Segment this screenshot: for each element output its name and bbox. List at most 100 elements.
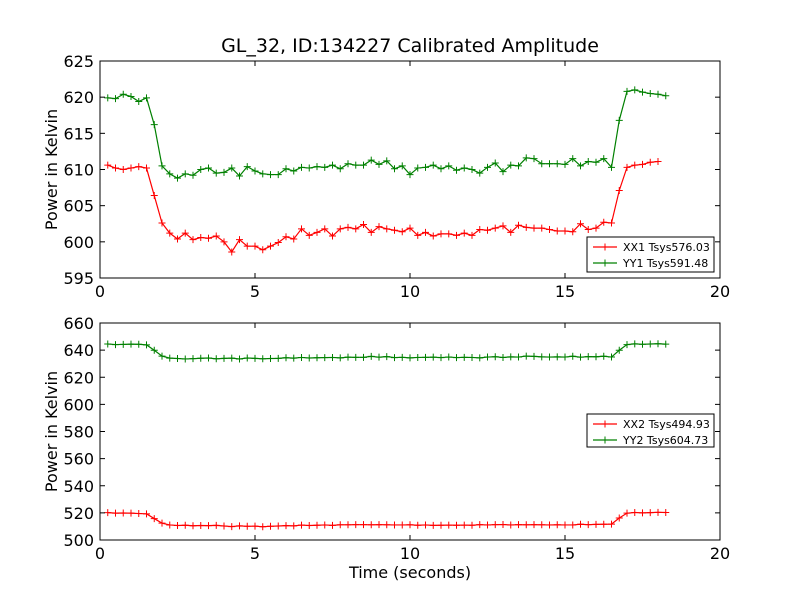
data-point-marker <box>375 160 383 168</box>
y-tick-label: 660 <box>63 314 94 333</box>
data-point-marker <box>360 521 367 529</box>
data-point-marker <box>298 225 305 233</box>
data-point-marker <box>305 231 313 239</box>
data-point-marker <box>259 170 267 178</box>
data-point-marker <box>150 192 158 200</box>
data-point-marker <box>104 161 112 169</box>
data-point-marker <box>367 521 375 529</box>
data-point-marker <box>553 227 561 235</box>
data-point-marker <box>406 354 414 362</box>
data-point-marker <box>437 521 445 529</box>
data-point-marker <box>282 522 290 530</box>
chart-panel-top: 0 5 10 15 20 595 600 605 610 615 620 625 Power in Ke… <box>42 52 730 301</box>
data-point-marker <box>491 353 499 361</box>
data-point-marker <box>305 354 313 362</box>
data-point-marker <box>243 522 251 530</box>
data-point-marker <box>608 520 615 528</box>
data-point-marker <box>615 346 623 354</box>
data-point-marker <box>445 353 453 361</box>
data-point-marker <box>453 521 460 529</box>
data-point-marker <box>243 354 251 362</box>
y-tick-label: 600 <box>63 395 94 414</box>
x-tick-label: 0 <box>95 544 105 563</box>
data-point-marker <box>631 86 639 94</box>
data-point-marker <box>112 95 119 103</box>
x-axis-label: Time (seconds) <box>348 563 471 582</box>
data-point-marker <box>546 226 553 234</box>
data-point-marker <box>220 238 228 246</box>
data-point-marker <box>290 354 298 362</box>
data-point-marker <box>251 522 259 530</box>
data-point-marker <box>112 164 119 172</box>
data-point-marker <box>360 161 367 169</box>
data-point-marker <box>236 172 243 180</box>
data-point-marker <box>561 353 569 361</box>
data-point-marker <box>484 353 491 361</box>
data-point-marker <box>662 340 670 348</box>
y-tick-label: 500 <box>63 531 94 550</box>
data-point-marker <box>205 354 212 362</box>
data-point-marker <box>453 166 460 174</box>
data-point-marker <box>228 354 236 362</box>
data-point-marker <box>592 520 600 528</box>
data-point-marker <box>383 521 391 529</box>
data-point-marker <box>592 158 600 166</box>
data-point-marker <box>243 242 251 250</box>
data-point-marker <box>104 340 112 348</box>
data-point-marker <box>530 521 538 529</box>
data-point-marker <box>259 246 267 254</box>
y-axis-label: Power in Kelvin <box>42 371 61 492</box>
data-point-marker <box>507 228 515 236</box>
data-point-marker <box>569 352 577 360</box>
data-point-marker <box>538 224 546 232</box>
x-tick-label: 20 <box>710 282 730 301</box>
data-point-marker <box>251 167 259 175</box>
data-point-marker <box>639 160 646 168</box>
data-point-marker <box>507 353 515 361</box>
data-point-marker <box>515 353 522 361</box>
data-point-marker <box>615 514 623 522</box>
data-point-marker <box>259 523 267 531</box>
data-point-marker <box>453 354 460 362</box>
data-point-marker <box>197 521 205 529</box>
data-point-marker <box>344 223 352 231</box>
data-point-marker <box>422 353 429 361</box>
data-point-marker <box>577 220 584 228</box>
data-point-marker <box>406 521 414 529</box>
data-point-marker <box>491 159 499 167</box>
data-point-marker <box>422 521 429 529</box>
data-point-marker <box>631 508 639 516</box>
y-tick-label: 620 <box>63 88 94 107</box>
data-point-marker <box>197 233 205 241</box>
data-point-marker <box>654 508 662 516</box>
x-tick-label: 5 <box>250 544 260 563</box>
data-point-marker <box>267 355 274 363</box>
data-point-marker <box>577 162 584 170</box>
data-point-marker <box>166 521 174 529</box>
data-point-marker <box>546 353 553 361</box>
data-point-marker <box>119 509 127 517</box>
data-point-marker <box>205 234 212 242</box>
data-point-marker <box>646 340 654 348</box>
data-point-marker <box>414 231 422 239</box>
data-point-marker <box>445 230 453 238</box>
data-point-marker <box>228 248 236 256</box>
data-point-marker <box>220 354 228 362</box>
data-point-marker <box>174 355 181 363</box>
data-point-marker <box>507 161 515 169</box>
data-point-marker <box>158 519 166 527</box>
data-point-marker <box>530 155 538 163</box>
y-tick-label: 560 <box>63 450 94 469</box>
data-point-marker <box>460 521 468 529</box>
data-point-marker <box>135 510 143 518</box>
data-point-marker <box>391 354 398 362</box>
data-point-marker <box>569 155 577 163</box>
data-point-marker <box>530 224 538 232</box>
data-point-marker <box>553 160 561 168</box>
data-point-marker <box>267 242 274 250</box>
data-point-marker <box>662 92 670 100</box>
data-point-marker <box>375 521 383 529</box>
data-point-marker <box>476 354 484 362</box>
legend-marker <box>601 243 609 251</box>
